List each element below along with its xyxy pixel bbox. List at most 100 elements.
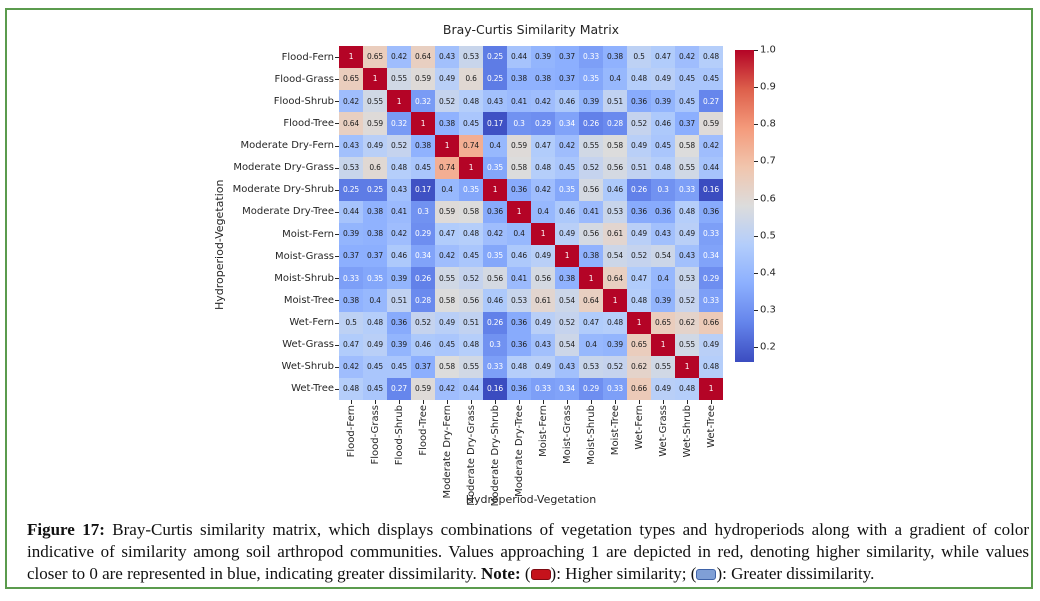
heatmap-cell: 0.64 [339, 112, 363, 135]
heatmap-cell: 0.37 [339, 245, 363, 268]
heatmap-cell: 0.49 [363, 333, 387, 356]
heatmap-cell: 0.5 [627, 46, 651, 69]
x-tick-label: Flood-Shrub [393, 405, 405, 466]
heatmap-cell: 0.46 [651, 112, 675, 135]
x-axis-tick [687, 400, 688, 404]
heatmap-cell: 0.45 [363, 355, 387, 378]
heatmap-cell: 0.43 [555, 355, 579, 378]
heatmap-cell: 0.37 [675, 112, 699, 135]
heatmap-cell: 0.36 [507, 377, 531, 400]
heatmap-cell: 0.46 [555, 90, 579, 113]
heatmap-cell: 0.4 [483, 134, 507, 157]
heatmap-cell: 0.33 [699, 289, 723, 312]
heatmap-cell: 0.59 [435, 200, 459, 223]
heatmap-cell: 0.48 [459, 90, 483, 113]
heatmap-cell: 0.25 [483, 46, 507, 69]
y-axis-tick [335, 256, 339, 258]
heatmap-cell: 1 [675, 355, 699, 378]
heatmap-cell: 0.48 [699, 355, 723, 378]
heatmap-cell: 0.49 [651, 377, 675, 400]
heatmap-cell: 0.45 [435, 333, 459, 356]
heatmap-cell: 1 [459, 156, 483, 179]
heatmap-cell: 0.49 [675, 223, 699, 246]
heatmap-cell: 0.48 [507, 355, 531, 378]
heatmap-cell: 1 [699, 377, 723, 400]
heatmap-cell: 0.17 [483, 112, 507, 135]
heatmap-cell: 0.55 [387, 68, 411, 91]
caption-red-close: ): Higher similarity; ( [550, 564, 697, 583]
colorbar-tick [754, 50, 758, 51]
heatmap-cell: 0.55 [579, 134, 603, 157]
heatmap-cell: 0.39 [579, 90, 603, 113]
caption-note-label: Note: [480, 564, 521, 583]
heatmap-cell: 0.16 [483, 377, 507, 400]
heatmap-cell: 0.53 [459, 46, 483, 69]
heatmap-cell: 0.49 [531, 311, 555, 334]
heatmap-cell: 1 [579, 267, 603, 290]
colorbar-tick [754, 272, 758, 274]
heatmap-cell: 0.53 [579, 355, 603, 378]
heatmap-cell: 0.35 [579, 68, 603, 91]
y-axis-tick [335, 123, 339, 125]
heatmap-cell: 0.51 [627, 156, 651, 179]
heatmap-cell: 0.65 [627, 333, 651, 356]
x-tick-label: Moist-Fern [537, 405, 549, 457]
heatmap-cell: 0.42 [531, 90, 555, 113]
heatmap-cell: 0.48 [627, 289, 651, 312]
heatmap-cell: 0.58 [435, 289, 459, 312]
y-axis-tick [335, 322, 339, 324]
heatmap-cell: 0.38 [603, 46, 627, 69]
heatmap-cell: 0.55 [435, 267, 459, 290]
colorbar-tick [754, 310, 758, 311]
x-axis-tick [543, 400, 544, 404]
heatmap-cell: 0.59 [363, 112, 387, 135]
colorbar-tick [754, 87, 758, 89]
x-axis-tick [567, 400, 568, 404]
heatmap-cell: 0.49 [531, 245, 555, 268]
x-axis-tick [615, 400, 616, 404]
x-tick-label: Flood-Fern [345, 405, 357, 458]
heatmap-cell: 0.51 [603, 90, 627, 113]
colorbar-tick [754, 235, 758, 237]
heatmap-cell: 0.58 [507, 156, 531, 179]
heatmap-cell: 0.3 [411, 200, 435, 223]
heatmap-cell: 0.35 [555, 178, 579, 201]
heatmap-cell: 0.59 [507, 134, 531, 157]
heatmap-cell: 0.26 [627, 178, 651, 201]
heatmap-cell: 0.45 [651, 134, 675, 157]
x-axis-label: Hydroperiod-Vegetation [465, 493, 597, 506]
heatmap-cell: 0.48 [339, 377, 363, 400]
heatmap-cell: 0.36 [651, 200, 675, 223]
heatmap-cell: 0.38 [507, 68, 531, 91]
heatmap-cell: 0.35 [459, 178, 483, 201]
heatmap-cell: 0.6 [459, 68, 483, 91]
y-axis-tick [335, 101, 339, 103]
heatmap-cell: 0.52 [555, 311, 579, 334]
heatmap-cell: 0.56 [459, 289, 483, 312]
heatmap-cell: 0.42 [675, 46, 699, 69]
x-tick-label: Moist-Grass [561, 405, 573, 465]
heatmap-cell: 0.42 [435, 245, 459, 268]
heatmap-cell: 0.6 [363, 156, 387, 179]
heatmap-cell: 0.58 [435, 355, 459, 378]
heatmap-cell: 0.58 [459, 200, 483, 223]
heatmap-cell: 0.36 [483, 200, 507, 223]
y-tick-label: Moderate Dry-Grass [233, 162, 334, 174]
heatmap-cell: 0.44 [699, 156, 723, 179]
heatmap-cell: 0.49 [627, 134, 651, 157]
x-axis-tick [399, 400, 400, 404]
heatmap-cell: 0.45 [411, 156, 435, 179]
y-axis-tick [335, 145, 339, 147]
heatmap-cell: 0.4 [531, 200, 555, 223]
heatmap-cell: 0.42 [339, 90, 363, 113]
heatmap-cell: 0.43 [675, 245, 699, 268]
heatmap-cell: 0.55 [363, 90, 387, 113]
y-tick-label: Flood-Shrub [273, 95, 334, 107]
heatmap-cell: 0.25 [363, 178, 387, 201]
heatmap-cell: 0.49 [363, 134, 387, 157]
heatmap-cell: 0.33 [603, 377, 627, 400]
heatmap-cell: 0.56 [579, 178, 603, 201]
x-axis-tick [351, 400, 352, 404]
heatmap-cell: 0.74 [435, 156, 459, 179]
